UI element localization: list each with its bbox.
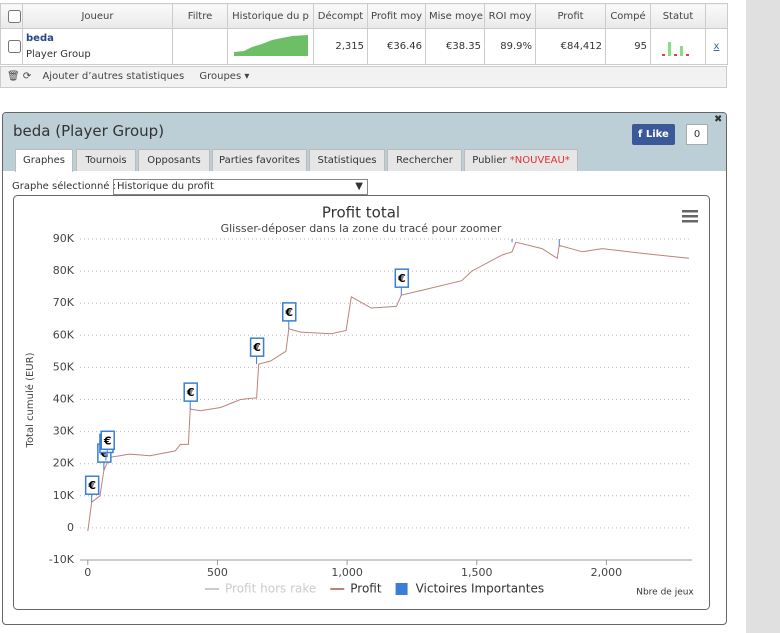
flag: € [84, 475, 100, 503]
flag-label: € [87, 479, 96, 492]
header[interactable]: Joueur [22, 3, 173, 29]
y-tick-label: 50K [53, 360, 75, 373]
tab-badge: *NOUVEAU* [509, 155, 570, 166]
remove-link[interactable]: x [705, 28, 728, 65]
flag-label: € [103, 434, 112, 447]
sparkline [234, 35, 308, 56]
chart-frame [13, 195, 710, 610]
tab[interactable]: Tournois [76, 149, 136, 171]
tab-label: Publier [472, 155, 507, 166]
stats-table: Joueur Filtre Historique du p Décompt Pr… [0, 3, 728, 65]
like-button[interactable]: f Like [632, 124, 675, 145]
x-tick-label: 500 [207, 566, 228, 579]
header[interactable]: Décompt [313, 3, 368, 29]
tab[interactable]: Parties favorites [212, 149, 307, 171]
flag-label: € [252, 341, 261, 354]
panel-header: beda (Player Group) f Like 0 ✖ Graphes T… [3, 113, 726, 172]
flag-box [84, 475, 100, 495]
y-tick-label: 30K [53, 425, 75, 438]
x-tick-label: 1,000 [331, 566, 363, 579]
select-value: Historique du profit [117, 181, 214, 192]
header[interactable]: Statut [650, 3, 706, 29]
close[interactable]: ✖ [714, 114, 723, 125]
cell: €38.35 [425, 28, 485, 65]
y-tick-label: -10K [49, 553, 75, 566]
tab[interactable]: Statistiques [309, 149, 385, 171]
tab[interactable]: Publier *NOUVEAU* [464, 149, 578, 171]
toolbar: 🗑 ⟳ Ajouter d’autres statistiques Groupe… [0, 66, 727, 88]
header[interactable]: ROI moy [484, 3, 536, 29]
cell: 2,315 [313, 28, 368, 65]
menu-icon[interactable] [682, 210, 698, 223]
flag: € [558, 239, 560, 246]
row-select[interactable] [8, 40, 21, 53]
y-tick-label: 0 [67, 521, 74, 534]
flag-box [249, 337, 265, 357]
legend-label[interactable]: Profit hors rake [225, 582, 316, 596]
x-tick-label: 1,500 [461, 566, 493, 579]
legend-label[interactable]: Profit [350, 582, 382, 596]
plot-area: €€€€€€€€€€ [84, 239, 689, 532]
select-label: Graphe sélectionné : [12, 181, 116, 192]
header[interactable]: Profit moy [367, 3, 426, 29]
header[interactable]: Historique du p [227, 3, 314, 29]
y-tick-label: 70K [53, 296, 75, 309]
flag-label: € [284, 306, 293, 319]
y-axis-title: Total cumulé (EUR) [24, 352, 36, 448]
legend-swatch [395, 583, 408, 595]
y-tick-label: 80K [53, 264, 75, 277]
flag: € [249, 337, 265, 365]
legend-label[interactable]: Victoires Importantes [416, 582, 545, 596]
cell: €36.46 [367, 28, 426, 65]
status-bars [662, 42, 689, 56]
chart-subtitle: Glisser-déposer dans la zone du tracé po… [221, 222, 502, 235]
panel-title: beda (Player Group) [13, 122, 165, 140]
header[interactable]: Compé [605, 3, 651, 29]
flag: € [394, 268, 410, 296]
cell: 95 [605, 28, 651, 65]
flag-label: € [397, 272, 406, 285]
cell: 89.9% [484, 28, 536, 65]
flag: € [100, 430, 115, 458]
add-stats[interactable]: Ajouter d’autres statistiques [42, 71, 185, 82]
flag-box [183, 382, 198, 402]
graph-select[interactable]: Historique du profit ▼ [113, 179, 368, 195]
flag: € [282, 302, 297, 329]
header[interactable]: Filtre [172, 3, 228, 29]
header[interactable]: Mise moye [425, 3, 485, 29]
x-axis-title: Nbre de jeux [636, 588, 694, 598]
flag-box [282, 302, 297, 322]
player-panel: beda (Player Group) f Like 0 ✖ Graphes T… [2, 112, 727, 625]
x-tick-label: 0 [84, 566, 91, 579]
y-tick-label: 90K [53, 232, 75, 245]
flag: € [511, 239, 513, 243]
header[interactable]: Profit [535, 3, 606, 29]
y-tick-label: 10K [53, 489, 75, 502]
y-tick-label: 40K [53, 393, 75, 406]
flag-label: € [186, 386, 195, 399]
player-group: Player Group [26, 48, 91, 60]
select-all[interactable] [8, 9, 21, 23]
tab[interactable]: Graphes [15, 149, 73, 172]
y-tick-label: 20K [53, 457, 75, 470]
chart-title: Profit total [322, 204, 400, 222]
flag-label: € [100, 447, 109, 460]
tab[interactable]: Opposants [138, 149, 210, 171]
flag-box [394, 268, 410, 288]
chart: Profit total Glisser-déposer dans la zon… [13, 195, 710, 610]
flag-box [100, 430, 115, 451]
like-text: Like [645, 129, 669, 140]
profit-line [87, 241, 689, 532]
flag: € [183, 382, 198, 410]
scrollbar [746, 0, 780, 633]
cell: €84,412 [535, 28, 606, 65]
player-name[interactable]: beda [26, 32, 54, 44]
groups-menu[interactable]: Groupes [199, 71, 242, 82]
y-tick-label: 60K [53, 328, 75, 341]
like-count: 0 [686, 124, 708, 145]
tab[interactable]: Rechercher [387, 149, 462, 171]
x-tick-label: 2,000 [591, 566, 623, 579]
